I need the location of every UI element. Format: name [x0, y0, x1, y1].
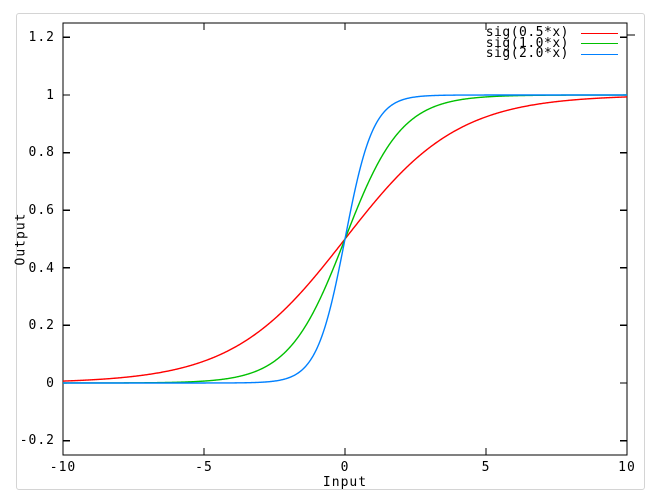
legend-label: sig(0.5*x)	[485, 25, 569, 40]
y-tick-label: 0.8	[28, 145, 55, 160]
y-tick-label: 0.2	[28, 318, 55, 333]
y-tick-label: 0.6	[28, 203, 55, 218]
y-axis-label: Output	[13, 212, 29, 266]
x-tick-label: 5	[481, 460, 491, 475]
legend-label: sig(1.0*x)	[485, 35, 569, 51]
legend-color-line	[581, 32, 618, 34]
legend-color-line	[581, 43, 618, 45]
y-tick-label: 1.2	[28, 30, 55, 45]
y-tick-label: 0.4	[28, 261, 55, 276]
y-tick-label: 0	[46, 376, 55, 391]
legend: sig(0.5*x) sig(1.0*x) sig(2.0*x)	[485, 25, 618, 61]
legend-label: sig(2.0*x)	[485, 46, 569, 61]
x-axis-label: Input	[322, 475, 368, 490]
x-tick-label: 0	[340, 460, 350, 475]
y-tick-label: 1	[46, 88, 55, 103]
y-tick-label: -0.2	[19, 433, 55, 448]
x-tick-label: -5	[195, 460, 213, 475]
image-frame	[16, 13, 645, 490]
legend-item: sig(1.0*x)	[485, 35, 618, 51]
legend-item: sig(0.5*x)	[485, 25, 618, 40]
x-tick-label: -10	[49, 460, 77, 475]
legend-item: sig(2.0*x)	[485, 46, 618, 61]
x-tick-label: 10	[618, 460, 636, 475]
legend-color-line	[581, 53, 618, 55]
